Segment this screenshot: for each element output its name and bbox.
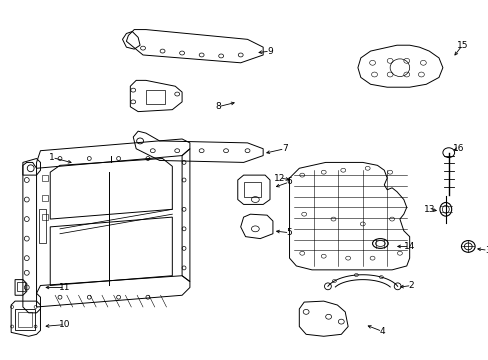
- Text: 10: 10: [59, 320, 70, 329]
- Text: 14: 14: [403, 242, 414, 251]
- Text: 7: 7: [281, 144, 287, 153]
- Bar: [17, 282, 25, 291]
- Text: 11: 11: [59, 283, 70, 292]
- Text: 16: 16: [452, 144, 463, 153]
- Text: 6: 6: [286, 177, 292, 186]
- Bar: [145, 90, 165, 104]
- Text: 2: 2: [408, 281, 414, 290]
- Bar: [18, 312, 32, 328]
- Text: 1: 1: [49, 153, 55, 162]
- Text: 4: 4: [379, 327, 385, 336]
- Text: 9: 9: [266, 46, 272, 55]
- Bar: [15, 309, 35, 330]
- Text: 13: 13: [423, 205, 434, 214]
- Bar: [42, 214, 48, 220]
- Bar: [39, 209, 46, 243]
- Text: 8: 8: [215, 102, 221, 111]
- Bar: [243, 182, 261, 197]
- Text: 3: 3: [484, 246, 488, 255]
- Text: 15: 15: [456, 41, 467, 50]
- Text: 5: 5: [286, 228, 292, 237]
- Bar: [42, 195, 48, 201]
- Bar: [42, 175, 48, 181]
- Text: 12: 12: [273, 174, 285, 183]
